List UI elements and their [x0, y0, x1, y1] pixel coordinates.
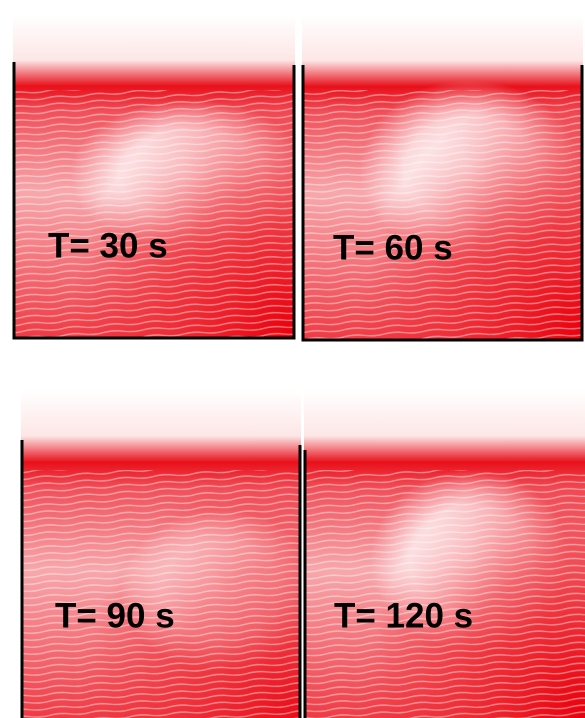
panel [21, 390, 320, 718]
panel [13, 15, 310, 338]
panel [302, 15, 583, 340]
panel-label: T= 60 s [333, 228, 453, 267]
panel-label: T= 30 s [48, 226, 168, 265]
figure: T= 30 s T= 60 s T= 90 s T= 120 s [0, 0, 585, 718]
panel-label: T= 90 s [55, 596, 175, 635]
panel [304, 390, 585, 718]
panel-label: T= 120 s [334, 596, 473, 635]
